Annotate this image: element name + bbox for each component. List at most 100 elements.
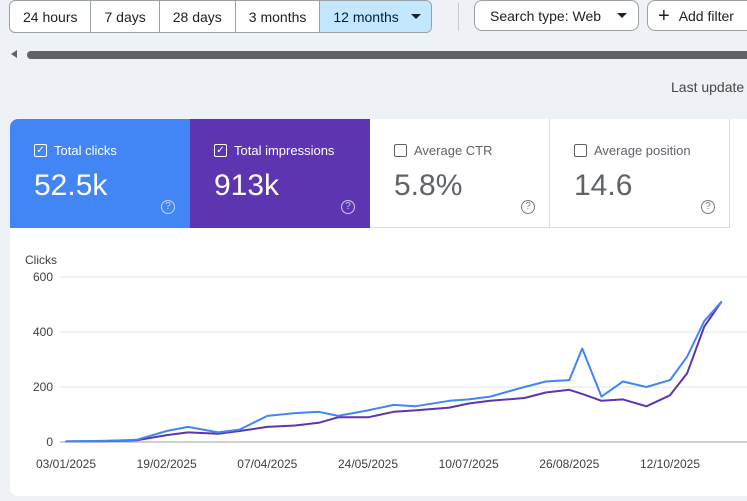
x-tick-label: 07/04/2025 <box>237 457 297 471</box>
data-point-total-clicks <box>367 409 369 412</box>
toolbar-divider <box>458 3 459 31</box>
checkbox-checked-icon[interactable]: ✓ <box>214 144 227 157</box>
range-24-hours-button[interactable]: 24 hours <box>10 1 92 32</box>
data-point-total-clicks <box>414 405 416 408</box>
data-point-total-impressions <box>686 372 688 375</box>
x-tick-label: 03/01/2025 <box>36 457 96 471</box>
data-point-total-clicks <box>568 379 571 381</box>
data-point-total-impressions <box>367 416 369 419</box>
last-updated-text: Last update <box>671 79 745 95</box>
checkbox-unchecked-icon[interactable] <box>394 144 407 157</box>
data-point-total-impressions <box>581 393 583 395</box>
data-point-total-clicks <box>600 395 603 398</box>
checkbox-checked-icon[interactable]: ✓ <box>34 144 47 157</box>
help-circle-icon[interactable]: ? <box>521 200 535 214</box>
range-12-months-label: 12 months <box>333 8 399 25</box>
data-point-total-clicks <box>317 410 320 413</box>
data-point-total-clicks <box>467 398 470 401</box>
x-tick-label: 26/08/2025 <box>539 457 599 471</box>
data-point-total-clicks <box>703 320 706 322</box>
help-circle-icon[interactable]: ? <box>701 200 715 214</box>
data-point-total-clicks <box>266 415 269 417</box>
y-tick-label: 200 <box>33 380 53 394</box>
data-point-total-clicks <box>669 379 671 381</box>
series-line-total-impressions <box>65 301 723 443</box>
data-point-total-impressions <box>544 391 547 394</box>
add-filter-label: Add filter <box>678 7 734 24</box>
range-12-months-button[interactable]: 12 months <box>320 1 431 32</box>
add-filter-button[interactable]: + Add filter <box>647 0 747 31</box>
x-tick-label: 24/05/2025 <box>338 457 398 471</box>
data-point-total-clicks <box>187 426 189 428</box>
y-axis-label: Clicks <box>25 253 57 267</box>
search-type-dropdown[interactable]: Search type: Web <box>474 0 639 31</box>
data-point-total-impressions <box>337 416 339 419</box>
data-point-total-clicks <box>489 395 491 398</box>
data-point-total-impressions <box>266 426 269 428</box>
data-point-total-impressions <box>414 409 416 412</box>
data-point-total-impressions <box>317 421 320 424</box>
chevron-down-icon <box>617 13 628 18</box>
help-circle-icon[interactable]: ? <box>341 200 355 214</box>
chevron-down-icon <box>410 14 421 19</box>
metric-card-total-clicks[interactable]: ✓ Total clicks 52.5k ? <box>10 119 190 228</box>
plus-icon: + <box>658 4 670 27</box>
data-point-total-clicks <box>135 439 138 441</box>
data-point-total-impressions <box>294 424 296 427</box>
x-tick-label: 12/10/2025 <box>640 457 700 471</box>
metric-value: 14.6 <box>574 169 633 202</box>
data-point-total-impressions <box>622 398 624 401</box>
metric-label: Total clicks <box>54 143 117 158</box>
range-28-days-button[interactable]: 28 days <box>160 1 236 32</box>
scroll-left-icon[interactable] <box>11 50 17 58</box>
metric-label: Total impressions <box>234 143 335 158</box>
data-point-total-clicks <box>622 380 624 383</box>
data-point-total-impressions <box>600 399 603 402</box>
series-line-total-clicks <box>65 301 723 443</box>
metric-card-average-ctr[interactable]: Average CTR 5.8% ? <box>370 119 550 228</box>
data-point-total-clicks <box>165 430 168 432</box>
data-point-total-clicks <box>645 386 648 388</box>
y-tick-label: 0 <box>46 435 53 449</box>
performance-panel: ✓ Total clicks 52.5k ? ✓ Total impressio… <box>10 119 747 496</box>
data-point-total-impressions <box>392 410 395 413</box>
data-point-total-impressions <box>187 431 189 434</box>
data-point-total-impressions <box>448 406 451 409</box>
data-point-total-clicks <box>544 380 547 383</box>
data-point-total-impressions <box>645 405 648 408</box>
data-point-total-clicks <box>217 431 219 434</box>
data-point-total-impressions <box>523 397 526 399</box>
data-point-total-clicks <box>101 440 104 442</box>
range-7-days-button[interactable]: 7 days <box>91 1 160 32</box>
metric-label: Average CTR <box>414 143 493 158</box>
metric-card-average-position[interactable]: Average position 14.6 ? <box>550 119 730 228</box>
metric-card-total-impressions[interactable]: ✓ Total impressions 913k ? <box>190 119 370 228</box>
data-point-total-impressions <box>165 434 168 436</box>
y-tick-label: 600 <box>33 270 53 284</box>
metric-value: 913k <box>214 169 280 202</box>
data-point-total-clicks <box>686 355 688 358</box>
data-point-total-clicks <box>65 440 67 443</box>
data-point-total-clicks <box>294 412 296 414</box>
range-3-months-button[interactable]: 3 months <box>236 1 321 32</box>
data-point-total-impressions <box>489 399 491 402</box>
horizontal-scrollbar[interactable] <box>27 51 747 59</box>
data-point-total-clicks <box>581 347 583 350</box>
metric-label: Average position <box>594 143 691 158</box>
data-point-total-clicks <box>337 415 339 417</box>
checkbox-unchecked-icon[interactable] <box>574 144 587 157</box>
metric-value: 5.8% <box>394 169 463 202</box>
x-tick-label: 19/02/2025 <box>137 457 197 471</box>
x-tick-label: 10/07/2025 <box>439 457 499 471</box>
metric-value: 52.5k <box>34 169 108 202</box>
data-point-total-impressions <box>669 394 671 397</box>
search-type-label: Search type: Web <box>490 7 602 24</box>
data-point-total-clicks <box>392 404 395 406</box>
data-point-total-clicks <box>238 428 241 431</box>
data-point-total-clicks <box>720 300 723 303</box>
y-tick-label: 400 <box>33 325 53 339</box>
data-point-total-impressions <box>703 325 706 328</box>
help-circle-icon[interactable]: ? <box>161 200 175 214</box>
data-point-total-impressions <box>467 402 470 405</box>
data-point-total-clicks <box>523 386 526 388</box>
